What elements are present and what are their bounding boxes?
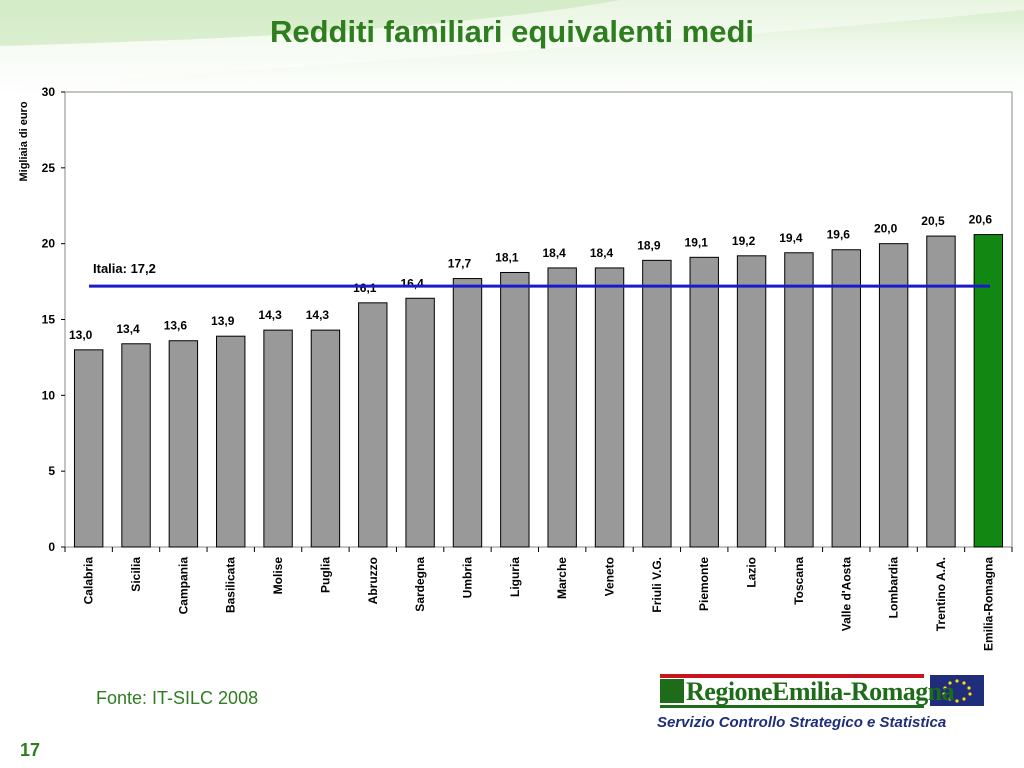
y-tick-label: 10 xyxy=(42,388,56,402)
bar-value-label: 20,5 xyxy=(921,214,945,228)
logo-green-underline xyxy=(660,705,924,708)
bar-value-label: 19,6 xyxy=(827,228,851,242)
bar xyxy=(973,234,1004,548)
bar xyxy=(736,255,767,548)
x-tick-label: Calabria xyxy=(82,557,96,605)
region-logo-name: RegioneEmilia-Romagna xyxy=(686,677,955,706)
x-tick-label: Campania xyxy=(176,557,190,615)
bar-value-label: 17,7 xyxy=(448,257,472,271)
x-tick-label: Puglia xyxy=(318,557,332,593)
bar xyxy=(73,349,104,548)
bar-value-label: 14,3 xyxy=(306,308,330,322)
bar xyxy=(263,329,293,548)
bar-value-label: 18,9 xyxy=(637,238,661,252)
bar xyxy=(121,343,151,548)
bar xyxy=(358,302,388,548)
region-logo xyxy=(660,674,984,708)
bar-value-label: 18,4 xyxy=(590,246,614,260)
bar-value-label: 20,0 xyxy=(874,222,898,236)
bar xyxy=(689,256,719,548)
x-tick-label: Piemonte xyxy=(697,557,711,611)
x-tick-label: Lombardia xyxy=(887,557,901,619)
bar-value-label: 13,6 xyxy=(164,319,188,333)
x-tick-label: Trentino A.A. xyxy=(934,557,948,631)
service-name: Servizio Controllo Strategico e Statisti… xyxy=(657,714,947,731)
bar xyxy=(784,252,814,548)
bar-value-label: 16,4 xyxy=(400,276,424,290)
x-tick-label: Valle d'Aosta xyxy=(839,557,853,632)
bar-value-label: 14,3 xyxy=(258,308,282,322)
x-tick-label: Basilicata xyxy=(224,557,238,613)
bar-value-label: 13,9 xyxy=(211,314,235,328)
bar xyxy=(594,267,625,548)
bar xyxy=(216,335,246,548)
bar-chart: 0 5 10 15 20 25 30 Migliaia di euro 13,0 Calabria… xyxy=(18,85,1013,651)
bar-value-label: 18,1 xyxy=(495,250,519,264)
y-tick-label: 30 xyxy=(42,85,56,99)
bar xyxy=(452,278,483,548)
y-axis-label: Migliaia di euro xyxy=(18,101,30,181)
header-wave-decoration xyxy=(0,0,1024,90)
plot-area xyxy=(64,91,1013,548)
x-tick-label: Friuli V.G. xyxy=(650,557,664,613)
bar xyxy=(878,243,909,548)
x-tick-label: Veneto xyxy=(603,557,617,596)
y-tick-label: 20 xyxy=(42,237,56,251)
bar-value-label: 18,4 xyxy=(542,246,566,260)
bar-value-label: 19,4 xyxy=(779,231,803,245)
source-note: Fonte: IT-SILC 2008 xyxy=(96,688,259,708)
bar xyxy=(405,297,435,548)
bar xyxy=(310,329,341,548)
y-tick-label: 5 xyxy=(48,464,55,478)
x-tick-label: Liguria xyxy=(508,557,522,597)
bar-value-label: 20,6 xyxy=(969,213,993,227)
bar-value-label: 19,1 xyxy=(685,235,709,249)
bar-value-label: 16,1 xyxy=(353,281,377,295)
x-tick-label: Umbria xyxy=(460,557,474,599)
x-tick-label: Lazio xyxy=(745,557,759,588)
x-tick-label: Emilia-Romagna xyxy=(981,557,995,651)
x-tick-label: Molise xyxy=(271,557,285,595)
bar xyxy=(642,259,672,548)
eu-stars-icon xyxy=(942,679,972,703)
bar xyxy=(926,235,956,548)
y-tick-label: 25 xyxy=(42,161,56,175)
x-tick-label: Toscana xyxy=(792,557,806,605)
page-title: Redditi familiari equivalenti medi xyxy=(269,14,755,49)
bar-value-label: 19,2 xyxy=(732,234,756,248)
reference-line-label: Italia: 17,2 xyxy=(93,261,156,276)
logo-red-stripe xyxy=(660,674,924,678)
bar-value-label: 13,4 xyxy=(116,322,140,336)
x-tick-label: Abruzzo xyxy=(366,557,380,604)
x-tick-label: Marche xyxy=(555,557,569,599)
bar-value-label: 13,0 xyxy=(69,328,93,342)
logo-green-mark xyxy=(660,679,684,703)
y-tick-label: 15 xyxy=(42,313,56,327)
bar xyxy=(168,340,199,548)
y-tick-label: 0 xyxy=(48,540,55,554)
x-tick-label: Sicilia xyxy=(129,557,143,592)
page-number: 17 xyxy=(20,740,41,760)
bar xyxy=(500,271,530,548)
bar xyxy=(831,249,861,548)
x-tick-label: Sardegna xyxy=(413,557,427,612)
bar xyxy=(547,267,577,548)
